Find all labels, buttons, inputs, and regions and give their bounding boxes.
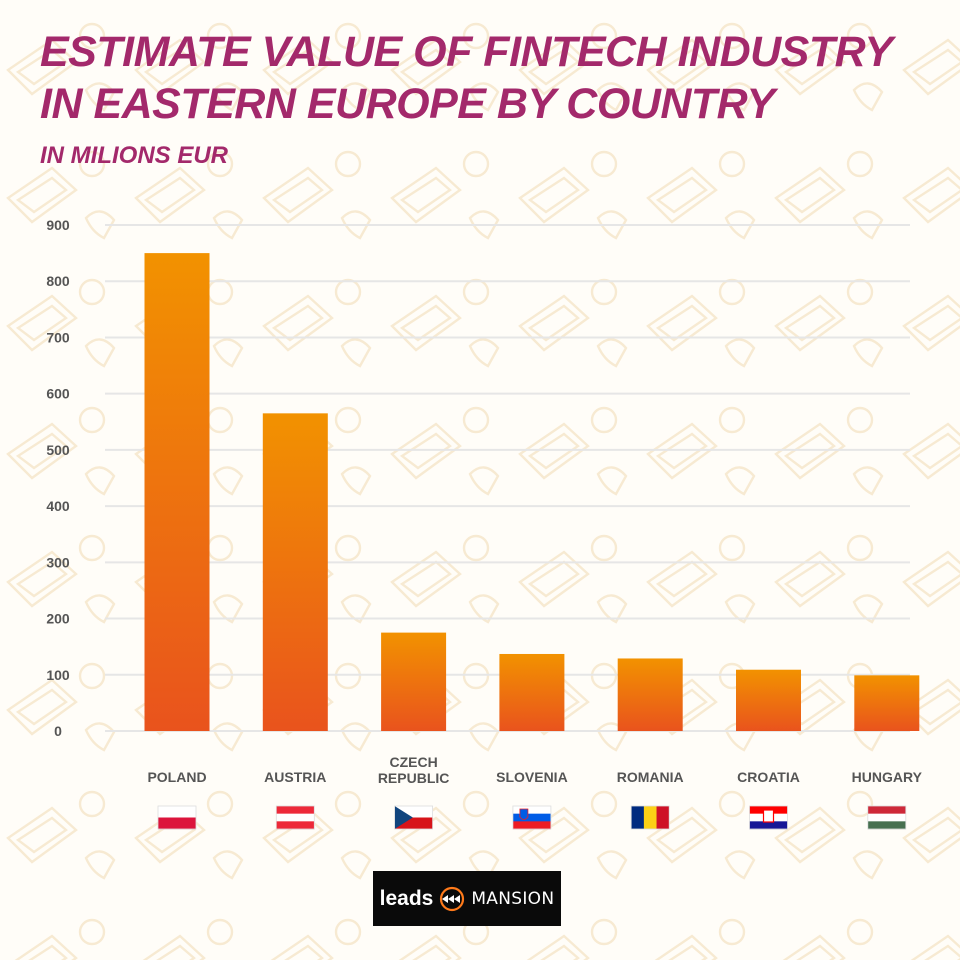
- logo-text-mansion: MANSION: [471, 888, 555, 909]
- y-tick-label: 0: [54, 723, 62, 739]
- czech-flag-icon: [394, 805, 434, 830]
- y-axis-ticks: 0 100 200 300 400 500 600 700 800 900: [46, 217, 70, 739]
- x-tick-label: SLOVENIA: [496, 769, 568, 785]
- bar-poland: [144, 253, 210, 731]
- country-flags: [157, 805, 907, 830]
- poland-flag-icon: [157, 805, 197, 830]
- y-tick-label: 500: [46, 442, 70, 458]
- bar-slovenia: [499, 653, 565, 731]
- bar-hungary: [854, 675, 920, 731]
- y-tick-label: 700: [46, 329, 70, 345]
- romania-flag-icon: [630, 805, 670, 830]
- slovenia-flag-icon: [512, 805, 552, 830]
- hungary-flag-icon: [867, 805, 907, 830]
- y-tick-label: 200: [46, 611, 70, 627]
- chart-title: ESTIMATE VALUE OF FINTECH INDUSTRY IN EA…: [40, 28, 892, 128]
- chart-subtitle: IN MILIONS EUR: [40, 142, 229, 169]
- x-tick-label: CZECH REPUBLIC: [378, 754, 450, 786]
- y-tick-label: 100: [46, 667, 70, 683]
- y-tick-label: 800: [46, 273, 70, 289]
- y-tick-label: 300: [46, 554, 70, 570]
- bars: [144, 253, 920, 731]
- x-tick-label: CROATIA: [737, 769, 800, 785]
- y-tick-label: 600: [46, 386, 70, 402]
- x-tick-label: ROMANIA: [617, 769, 684, 785]
- bar-austria: [262, 413, 328, 731]
- x-tick-label: AUSTRIA: [264, 769, 326, 785]
- logo-text-leads: leads: [379, 886, 434, 910]
- x-axis-labels: POLAND AUSTRIA CZECH REPUBLIC SLOVENIA ROMANI…: [147, 754, 922, 786]
- leads-mansion-logo: leads MANSION: [373, 871, 561, 926]
- croatia-flag-icon: [749, 805, 788, 830]
- x-tick-label: POLAND: [147, 769, 206, 785]
- y-tick-label: 900: [46, 217, 70, 233]
- x-tick-label: HUNGARY: [852, 769, 923, 785]
- bar-czech-republic: [381, 632, 447, 731]
- bar-romania: [617, 658, 683, 731]
- fast-forward-arrows-icon: [440, 886, 465, 911]
- austria-flag-icon: [275, 805, 315, 830]
- y-tick-label: 400: [46, 498, 70, 514]
- bar-croatia: [736, 669, 801, 731]
